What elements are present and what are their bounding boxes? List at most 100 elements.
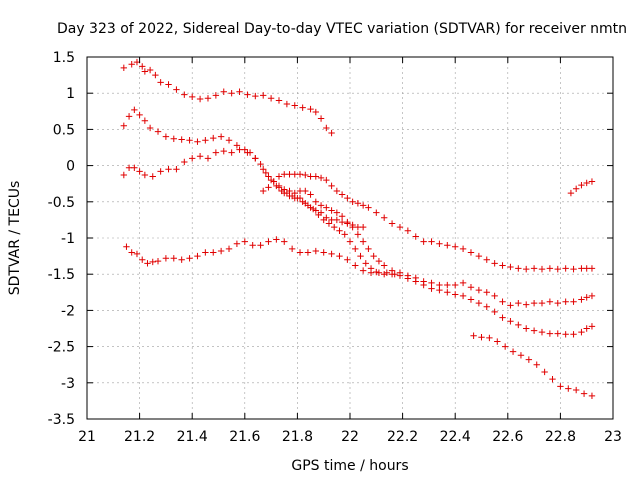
data-point xyxy=(320,249,327,256)
data-point xyxy=(475,286,483,294)
data-point xyxy=(428,285,435,292)
data-point xyxy=(533,361,540,368)
series-s7 xyxy=(470,332,596,400)
data-point xyxy=(170,255,177,262)
data-point xyxy=(578,181,585,189)
data-points xyxy=(120,58,596,400)
data-point xyxy=(312,108,320,116)
data-point xyxy=(515,321,522,329)
data-point xyxy=(515,299,522,307)
data-point xyxy=(244,149,251,156)
data-point xyxy=(523,265,530,273)
data-point xyxy=(212,149,220,156)
data-point xyxy=(444,289,451,296)
data-point xyxy=(459,292,467,300)
x-tick-label: 21.2 xyxy=(124,429,155,445)
data-point xyxy=(554,299,561,307)
data-point xyxy=(275,184,283,191)
grid-lines xyxy=(87,57,613,419)
data-point xyxy=(257,242,264,249)
data-point xyxy=(336,252,343,260)
data-point xyxy=(444,242,451,249)
x-tick-label: 22.6 xyxy=(492,429,523,445)
data-point xyxy=(570,331,577,338)
data-point xyxy=(412,274,419,282)
y-axis-label: SDTVAR / TECUs xyxy=(7,181,23,296)
data-point xyxy=(233,240,241,247)
data-point xyxy=(186,137,193,144)
data-point xyxy=(344,220,351,227)
data-point xyxy=(333,209,341,216)
data-point xyxy=(491,260,498,267)
data-point xyxy=(478,333,485,341)
axis-ticks xyxy=(86,56,614,420)
data-point xyxy=(120,64,128,72)
data-point xyxy=(328,250,335,258)
data-point xyxy=(459,245,467,253)
data-point xyxy=(436,240,443,247)
x-tick-label: 22.2 xyxy=(387,429,418,445)
data-point xyxy=(120,122,128,129)
data-point xyxy=(346,238,354,245)
data-point xyxy=(354,200,362,207)
data-point xyxy=(323,214,330,221)
data-point xyxy=(554,330,561,337)
data-point xyxy=(228,90,235,97)
y-tick-label: -1.5 xyxy=(48,267,75,283)
data-point xyxy=(391,271,398,278)
data-point xyxy=(141,117,149,124)
data-point xyxy=(304,249,312,256)
data-point xyxy=(444,281,451,289)
y-tick-label: -2 xyxy=(61,303,75,319)
data-point xyxy=(388,267,396,274)
data-point xyxy=(338,191,346,198)
data-point xyxy=(204,155,212,162)
data-point xyxy=(157,79,164,86)
data-point xyxy=(152,71,159,79)
data-point xyxy=(499,262,506,269)
data-point xyxy=(583,179,590,187)
y-tick-label: 0 xyxy=(66,159,75,175)
x-tick-label: 22 xyxy=(341,429,359,445)
data-point xyxy=(244,91,251,98)
data-point xyxy=(501,343,509,350)
data-point xyxy=(265,184,272,191)
data-point xyxy=(202,249,209,256)
y-tick-labels: 1.5 1 0.5 0 -0.5 -1 -1.5 -2 -2.5 -3 -3.5 xyxy=(48,50,75,428)
data-point xyxy=(196,152,204,160)
data-point xyxy=(546,265,554,272)
data-point xyxy=(523,301,530,308)
data-point xyxy=(578,296,585,303)
data-point xyxy=(281,189,288,197)
data-point xyxy=(530,299,538,307)
data-point xyxy=(194,138,201,145)
data-point xyxy=(291,102,298,109)
data-point xyxy=(217,133,225,140)
data-point xyxy=(270,178,277,185)
data-point xyxy=(202,137,209,144)
data-point xyxy=(428,279,435,287)
data-point xyxy=(588,323,596,330)
chart-title: Day 323 of 2022, Sidereal Day-to-day VTE… xyxy=(57,21,627,37)
data-point xyxy=(333,216,341,224)
data-point xyxy=(428,238,435,245)
data-point xyxy=(396,269,404,276)
x-tick-label: 21 xyxy=(78,429,96,445)
data-point xyxy=(288,245,296,253)
data-point xyxy=(349,198,356,205)
data-point xyxy=(212,92,220,99)
data-point xyxy=(331,223,338,231)
data-point xyxy=(131,106,138,114)
data-point xyxy=(570,298,577,305)
data-point xyxy=(583,325,590,332)
data-point xyxy=(373,209,380,216)
data-point xyxy=(139,63,146,70)
data-point xyxy=(307,105,314,113)
y-tick-label: 1.5 xyxy=(53,50,75,66)
data-point xyxy=(162,255,170,262)
data-point xyxy=(549,375,556,383)
data-point xyxy=(144,260,151,267)
data-point xyxy=(375,269,383,276)
data-point xyxy=(483,289,490,296)
data-point xyxy=(149,258,156,266)
